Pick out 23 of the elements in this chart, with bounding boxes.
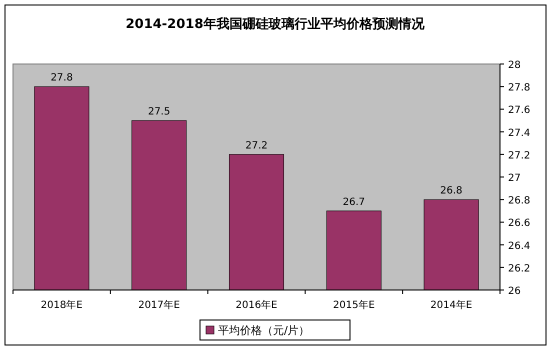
data-label: 27.8 <box>50 72 73 84</box>
data-label: 27.2 <box>245 140 268 152</box>
y-tick-label: 27.2 <box>508 150 530 162</box>
y-tick-label: 28 <box>508 60 521 71</box>
x-tick-label: 2014年E <box>430 299 472 311</box>
legend-label: 平均价格（元/片） <box>218 324 310 337</box>
x-tick-label: 2015年E <box>333 299 375 311</box>
chart-title: 2014-2018年我国硼硅玻璃行业平均价格预测情况 <box>126 16 426 32</box>
y-tick-label: 27.4 <box>508 128 530 139</box>
y-tick-label: 26.6 <box>508 218 530 230</box>
data-label: 26.7 <box>342 196 366 208</box>
y-tick-label: 27.6 <box>508 105 530 116</box>
y-tick-label: 27 <box>508 173 521 184</box>
data-label: 26.8 <box>440 186 462 197</box>
y-tick-label: 26 <box>508 286 521 297</box>
x-tick-label: 2017年E <box>138 299 180 311</box>
y-tick-label: 27.8 <box>508 82 530 94</box>
x-tick-label: 2016年E <box>236 299 278 311</box>
x-tick-label: 2018年E <box>40 299 83 311</box>
y-tick-label: 26.8 <box>508 196 530 207</box>
data-label: 27.5 <box>148 106 170 118</box>
y-tick-label: 26.4 <box>508 240 530 252</box>
y-tick-label: 26.2 <box>508 263 530 274</box>
